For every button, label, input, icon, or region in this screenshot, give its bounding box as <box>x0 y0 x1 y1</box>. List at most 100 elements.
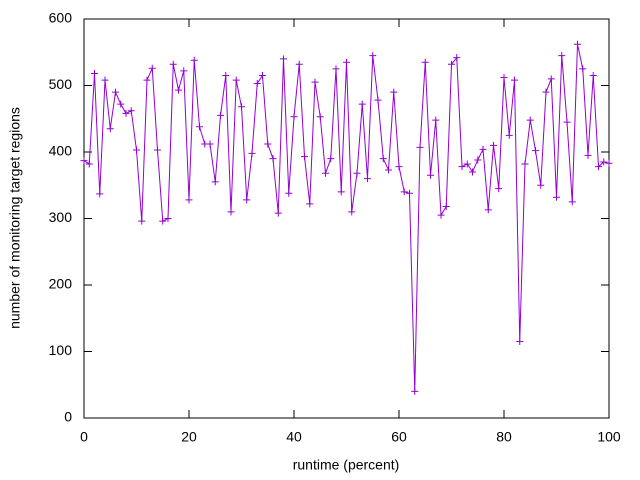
data-point <box>458 163 466 171</box>
data-point <box>337 188 345 196</box>
data-point <box>180 67 188 75</box>
data-point <box>484 206 492 214</box>
data-point <box>521 160 529 168</box>
data-point <box>238 103 245 111</box>
data-point <box>353 169 361 177</box>
data-point <box>584 151 592 159</box>
x-tick-label: 100 <box>597 429 621 445</box>
data-point <box>112 88 119 96</box>
data-point <box>264 140 272 148</box>
data-point <box>505 131 513 139</box>
data-point <box>474 156 482 164</box>
data-point <box>243 196 251 204</box>
data-point <box>563 118 571 126</box>
data-point <box>159 217 167 225</box>
data-point <box>385 166 392 174</box>
data-point <box>322 169 329 177</box>
data-point <box>406 189 413 197</box>
data-point <box>185 196 193 204</box>
y-tick-label: 200 <box>49 276 73 292</box>
data-point <box>364 175 371 183</box>
y-axis-label: number of monitoring target regions <box>7 107 23 329</box>
data-point <box>217 111 224 119</box>
data-point <box>259 72 266 80</box>
data-point <box>558 52 566 60</box>
data-point <box>500 74 508 82</box>
data-point <box>143 76 151 84</box>
x-tick-label: 80 <box>496 429 512 445</box>
y-tick-label: 0 <box>64 409 72 425</box>
data-point <box>547 75 555 83</box>
data-point <box>148 64 156 72</box>
data-point <box>605 159 613 167</box>
data-point <box>101 76 109 84</box>
data-point <box>332 65 340 73</box>
data-point <box>133 146 140 154</box>
data-point <box>511 76 518 84</box>
data-point <box>421 58 429 66</box>
data-point <box>395 163 403 171</box>
y-tick-label: 600 <box>49 10 73 26</box>
data-point <box>327 155 335 163</box>
data-point <box>553 193 560 201</box>
data-point <box>343 58 350 66</box>
data-point <box>295 60 303 68</box>
data-point <box>453 54 461 62</box>
data-point <box>479 145 487 153</box>
data-point <box>211 178 219 186</box>
data-point <box>227 208 235 216</box>
data-point <box>106 125 114 133</box>
x-tick-label: 0 <box>80 429 88 445</box>
data-point <box>348 208 356 216</box>
data-point <box>175 86 182 94</box>
data-point <box>190 56 198 64</box>
data-point <box>448 60 455 68</box>
x-tick-label: 40 <box>286 429 302 445</box>
data-point <box>427 171 434 179</box>
data-point <box>463 160 471 168</box>
data-point <box>532 147 539 155</box>
y-tick-label: 100 <box>49 342 73 358</box>
data-point <box>306 200 314 208</box>
y-tick-label: 300 <box>49 209 73 225</box>
data-point <box>169 60 177 68</box>
data-point <box>285 189 293 197</box>
data-point <box>411 387 419 395</box>
data-point <box>232 76 240 84</box>
y-tick-label: 500 <box>49 76 73 92</box>
data-point <box>600 158 608 166</box>
data-point <box>122 109 130 117</box>
data-point <box>432 116 440 124</box>
data-point <box>127 107 135 115</box>
data-point <box>280 55 287 63</box>
data-point <box>437 211 445 219</box>
y-tick-label: 400 <box>49 143 73 159</box>
data-point <box>316 113 324 121</box>
data-point <box>154 146 161 154</box>
data-point <box>369 52 377 60</box>
data-point <box>400 188 408 196</box>
data-point <box>222 72 230 80</box>
data-point <box>442 203 450 211</box>
data-point <box>390 88 398 96</box>
data-point <box>80 157 88 165</box>
data-point <box>164 215 172 222</box>
data-point <box>469 168 476 176</box>
data-point <box>248 149 256 157</box>
data-point <box>516 338 524 346</box>
data-point <box>589 72 597 80</box>
data-point <box>537 181 545 189</box>
data-point <box>253 80 261 88</box>
data-point <box>416 143 424 151</box>
data-point <box>526 116 534 124</box>
data-point <box>206 140 214 148</box>
data-point <box>490 141 497 149</box>
data-point <box>374 96 382 104</box>
x-tick-label: 20 <box>181 429 197 445</box>
data-point <box>358 100 366 108</box>
x-tick-label: 60 <box>391 429 407 445</box>
data-point <box>96 190 104 198</box>
data-point <box>85 160 93 168</box>
